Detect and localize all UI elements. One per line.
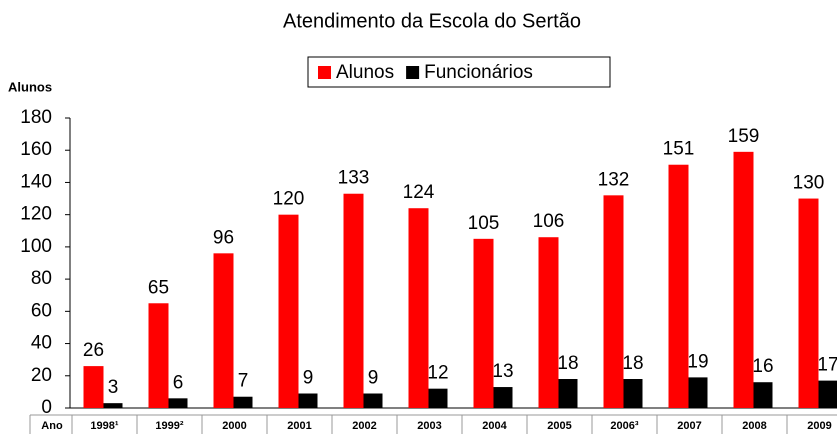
- y-tick-label: 40: [31, 333, 52, 354]
- bar: [798, 198, 819, 408]
- data-label: 26: [83, 340, 104, 361]
- legend-label: Funcionários: [424, 62, 533, 83]
- data-label: 9: [303, 368, 314, 389]
- data-label: 151: [663, 139, 695, 160]
- data-label: 159: [728, 126, 760, 147]
- data-label: 7: [238, 371, 249, 392]
- y-tick-label: 180: [20, 107, 52, 128]
- bar: [603, 195, 624, 408]
- x-tick-label: 1999²: [155, 420, 183, 432]
- x-tick-label: 2004: [482, 420, 507, 432]
- bar: [298, 393, 318, 408]
- data-label: 65: [148, 277, 169, 298]
- data-label: 106: [533, 211, 565, 232]
- data-label: 12: [427, 363, 448, 384]
- data-label: 133: [338, 168, 370, 189]
- bar: [148, 303, 169, 408]
- x-tick-label: 2002: [352, 420, 376, 432]
- x-tick-label: 2005: [547, 420, 571, 432]
- data-label: 19: [687, 351, 708, 372]
- bar: [343, 193, 364, 408]
- legend-label: Alunos: [336, 62, 394, 83]
- x-tick-label: 1998¹: [90, 420, 118, 432]
- data-label: 132: [598, 169, 630, 190]
- x-tick-label: 2000: [222, 420, 246, 432]
- data-label: 120: [273, 189, 305, 210]
- bar: [753, 382, 773, 408]
- bar: [103, 403, 123, 408]
- data-label: 3: [108, 377, 119, 398]
- x-tick-label: 2008: [742, 420, 766, 432]
- data-label: 17: [817, 355, 837, 376]
- bar: [623, 379, 643, 408]
- bar: [363, 393, 383, 408]
- y-tick-label: 160: [20, 139, 52, 160]
- y-tick-label: 80: [31, 268, 52, 289]
- x-tick-label: 2007: [677, 420, 701, 432]
- x-tick-label: 2001: [287, 420, 311, 432]
- bar: [83, 366, 104, 408]
- bar: [213, 253, 234, 408]
- bar: [493, 387, 513, 408]
- bar: [733, 151, 754, 409]
- bar: [558, 379, 578, 408]
- legend-swatch: [318, 66, 331, 79]
- data-label: 6: [173, 372, 184, 393]
- bar: [233, 396, 253, 408]
- x-tick-label: 2009: [807, 420, 831, 432]
- bar: [408, 208, 429, 408]
- data-label: 9: [368, 368, 379, 389]
- y-tick-label: 20: [31, 365, 52, 386]
- data-label: 130: [793, 173, 825, 194]
- legend-swatch: [406, 66, 420, 79]
- chart-title: Atendimento da Escola do Sertão: [283, 10, 581, 32]
- y-tick-label: 0: [41, 397, 52, 418]
- y-axis-label: Alunos: [8, 79, 52, 94]
- x-tick-label: 2006³: [610, 420, 638, 432]
- bar: [818, 380, 837, 408]
- bar: [473, 238, 494, 408]
- y-tick-label: 140: [20, 171, 52, 192]
- y-tick-label: 60: [31, 300, 52, 321]
- y-tick-label: 100: [20, 236, 52, 257]
- data-label: 18: [622, 353, 643, 374]
- bar: [278, 214, 299, 408]
- data-label: 18: [557, 353, 578, 374]
- bar: [428, 388, 448, 408]
- data-label: 96: [213, 227, 234, 248]
- bar: [688, 377, 708, 408]
- x-tick-label: 2003: [417, 420, 441, 432]
- data-label: 105: [468, 213, 500, 234]
- y-tick-label: 120: [20, 204, 52, 225]
- data-label: 13: [492, 361, 513, 382]
- data-label: 16: [752, 356, 773, 377]
- bar: [538, 237, 559, 408]
- bar: [168, 398, 188, 408]
- data-label: 124: [403, 182, 435, 203]
- bar: [668, 164, 689, 408]
- x-axis-label: Ano: [41, 420, 63, 432]
- legend-box: [307, 56, 611, 88]
